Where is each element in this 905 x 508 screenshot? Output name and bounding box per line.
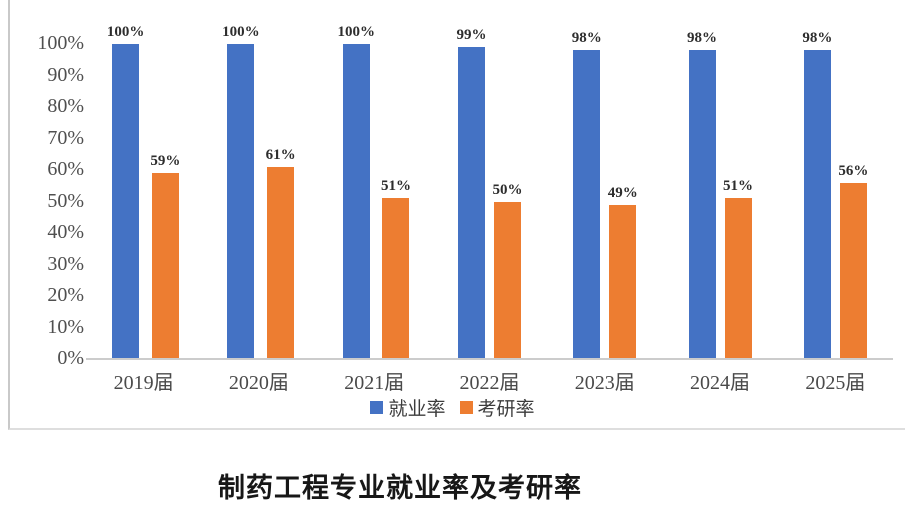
bar-group: 100% 59% (86, 24, 201, 359)
bar-grad-exam-rate (267, 166, 295, 359)
x-category-label: 2024届 (690, 372, 751, 394)
y-axis: 0% 10% 20% 30% 40% 50% 60% 70% 80% 90% 100% (0, 0, 84, 430)
bar-group: 98% 49% (547, 30, 662, 359)
y-tick-label: 50% (47, 189, 84, 212)
y-tick-label: 90% (47, 63, 84, 86)
bar-column: 100% (222, 24, 260, 359)
data-label: 51% (723, 178, 754, 195)
legend-item-grad-exam-rate: 考研率 (459, 394, 535, 421)
data-label: 50% (492, 181, 523, 198)
bar-column: 61% (266, 147, 296, 359)
legend-label: 考研率 (477, 399, 535, 420)
x-category-label: 2022届 (459, 372, 520, 394)
x-category-label: 2025届 (805, 372, 866, 394)
y-tick-label: 100% (37, 31, 84, 54)
bar-column: 49% (608, 185, 638, 359)
x-category-label: 2019届 (113, 372, 174, 394)
bar-column: 59% (150, 153, 180, 359)
bar-employment-rate (112, 44, 140, 359)
legend-label: 就业率 (388, 399, 446, 420)
data-label: 56% (838, 162, 869, 179)
bar-grad-exam-rate (493, 201, 521, 359)
bar-employment-rate (342, 44, 370, 359)
data-label: 59% (150, 153, 181, 170)
bar-column: 98% (802, 30, 832, 359)
legend-item-employment-rate: 就业率 (370, 394, 446, 421)
data-label: 49% (607, 184, 638, 201)
legend: 就业率 考研率 (0, 394, 905, 421)
chart-frame (8, 0, 905, 430)
chart-title: 制药工程专业就业率及考研率 (218, 473, 582, 503)
bar-column: 51% (723, 178, 753, 359)
bar-employment-rate (803, 50, 831, 359)
bar-employment-rate (227, 44, 255, 359)
data-label: 98% (571, 30, 602, 47)
data-label: 99% (456, 27, 487, 44)
bar-column: 50% (492, 181, 523, 359)
bar-group: 99% 50% (432, 27, 547, 359)
plot-area: 100% 59% 100% 61% 100% 51% 99% 50% 98% 49% 98% 51% 9… (86, 24, 893, 359)
bar-grad-exam-rate (609, 204, 637, 359)
data-label: 100% (106, 24, 145, 40)
y-tick-label: 80% (47, 94, 84, 117)
data-label: 51% (380, 178, 411, 195)
bar-group: 100% 61% (201, 24, 316, 359)
bar-column: 98% (572, 30, 602, 359)
y-tick-label: 10% (47, 315, 84, 338)
y-tick-label: 40% (47, 220, 84, 243)
bar-employment-rate (573, 50, 601, 359)
x-category-label: 2023届 (574, 372, 635, 394)
bar-employment-rate (457, 47, 485, 359)
legend-swatch-icon (459, 401, 473, 414)
bar-grad-exam-rate (839, 182, 867, 359)
y-tick-label: 0% (57, 346, 84, 369)
bar-column: 98% (687, 30, 717, 359)
data-label: 100% (222, 24, 260, 40)
data-label: 61% (265, 146, 296, 163)
bar-column: 100% (337, 24, 375, 359)
bar-column: 51% (381, 178, 411, 359)
x-axis-labels: 2019届 2020届 2021届 2022届 2023届 2024届 2025届 (86, 366, 893, 395)
bar-group: 98% 51% (662, 30, 777, 359)
x-category-label: 2021届 (344, 372, 405, 394)
bar-grad-exam-rate (151, 173, 179, 359)
data-label: 98% (687, 30, 718, 47)
data-label: 98% (802, 30, 833, 47)
bar-grad-exam-rate (724, 198, 752, 359)
y-tick-label: 20% (47, 283, 84, 306)
bar-grad-exam-rate (382, 198, 410, 359)
bar-column: 99% (456, 27, 486, 359)
bar-employment-rate (688, 50, 716, 359)
y-tick-label: 70% (47, 126, 84, 149)
x-category-label: 2020届 (228, 372, 289, 394)
bar-column: 100% (106, 24, 145, 359)
legend-swatch-icon (370, 401, 384, 414)
y-tick-label: 30% (47, 252, 84, 275)
bar-group: 100% 51% (317, 24, 432, 359)
data-label: 100% (337, 24, 375, 40)
bar-group: 98% 56% (778, 30, 893, 359)
bar-column: 56% (838, 163, 868, 359)
y-tick-label: 60% (47, 157, 84, 180)
x-axis-line (86, 358, 893, 360)
